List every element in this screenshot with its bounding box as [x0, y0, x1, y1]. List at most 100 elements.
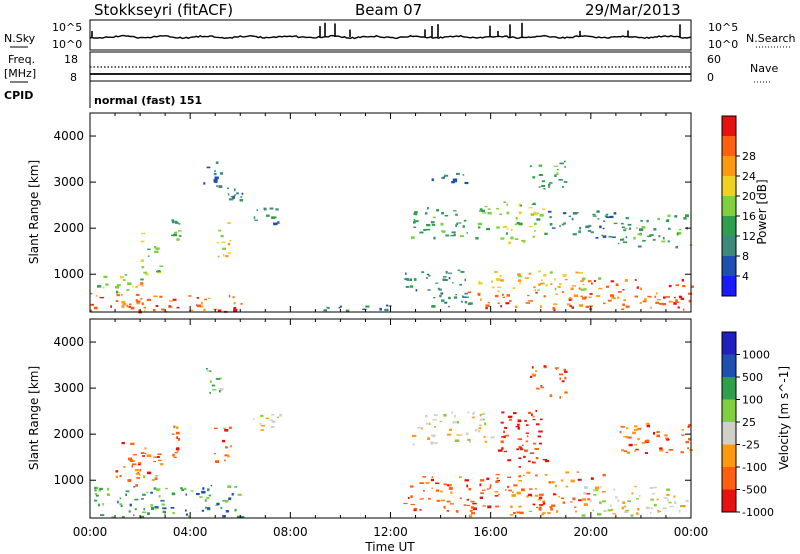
- heatmap-cell: [448, 296, 451, 300]
- colorbar-tick-label: 12: [742, 230, 756, 243]
- heatmap-cell: [410, 503, 415, 506]
- heatmap-cell: [445, 234, 450, 237]
- heatmap-cell: [174, 452, 178, 454]
- heatmap-cell: [539, 164, 542, 166]
- heatmap-cell: [271, 414, 275, 416]
- heatmap-cell: [484, 422, 487, 426]
- heatmap-cell: [538, 186, 541, 188]
- heatmap-cell: [220, 506, 223, 509]
- heatmap-cell: [110, 305, 112, 308]
- heatmap-cell: [505, 434, 509, 437]
- heatmap-cell: [173, 456, 177, 459]
- heatmap-cell: [154, 250, 159, 253]
- heatmap-cell: [388, 305, 392, 307]
- heatmap-cell: [449, 503, 454, 505]
- heatmap-cell: [539, 442, 542, 445]
- heatmap-cell: [531, 366, 534, 369]
- heatmap-cell: [682, 285, 686, 288]
- heatmap-cell: [585, 225, 590, 229]
- heatmap-cell: [468, 487, 472, 491]
- heatmap-cell: [548, 186, 550, 188]
- heatmap-cell: [414, 211, 418, 214]
- heatmap-cell: [234, 188, 236, 192]
- heatmap-cell: [464, 301, 468, 304]
- heatmap-cell: [135, 286, 138, 288]
- heatmap-cell: [421, 271, 425, 273]
- heatmap-cell: [155, 305, 159, 307]
- heatmap-cell: [222, 247, 226, 250]
- heatmap-cell: [152, 309, 156, 312]
- heatmap-cell: [549, 506, 553, 509]
- heatmap-cell: [621, 226, 625, 229]
- heatmap-cell: [536, 423, 540, 426]
- heatmap-cell: [690, 285, 694, 288]
- heatmap-cell: [566, 303, 571, 306]
- heatmap-cell: [155, 247, 160, 250]
- heatmap-cell: [209, 391, 211, 394]
- heatmap-cell: [598, 287, 603, 290]
- heatmap-cell: [545, 284, 548, 287]
- colorbar-segment: [722, 116, 736, 136]
- heatmap-cell: [482, 505, 486, 507]
- heatmap-cell: [537, 435, 541, 438]
- heatmap-cell: [227, 243, 231, 246]
- heatmap-cell: [216, 242, 220, 244]
- heatmap-cell: [549, 223, 553, 226]
- heatmap-cell: [666, 219, 670, 222]
- heatmap-cell: [516, 423, 520, 426]
- heatmap-cell: [673, 495, 676, 498]
- heatmap-cell: [582, 284, 585, 286]
- heatmap-cell: [680, 505, 683, 508]
- heatmap-cell: [538, 430, 543, 433]
- heatmap-cell: [515, 216, 518, 220]
- heatmap-cell: [666, 494, 670, 496]
- colorbar-frame: [721, 115, 737, 297]
- heatmap-cell: [584, 486, 589, 489]
- heatmap-cell: [517, 273, 521, 276]
- heatmap-cell: [647, 235, 652, 237]
- heatmap-cell: [518, 457, 522, 460]
- heatmap-cell: [208, 297, 211, 299]
- heatmap-cell: [688, 292, 693, 295]
- heatmap-cell: [681, 429, 684, 431]
- heatmap-cell: [556, 172, 559, 176]
- heatmap-cell: [512, 287, 516, 289]
- nsky-tick-top: 10^5: [52, 21, 82, 34]
- heatmap-cell: [516, 511, 520, 514]
- heatmap-cell: [610, 280, 615, 283]
- heatmap-cell: [580, 280, 584, 282]
- heatmap-cell: [178, 223, 181, 225]
- heatmap-cell: [489, 484, 492, 487]
- heatmap-cell: [135, 293, 140, 296]
- heatmap-cell: [621, 506, 624, 510]
- heatmap-cell: [542, 459, 548, 461]
- heatmap-cell: [158, 495, 161, 498]
- heatmap-cell: [205, 368, 208, 370]
- heatmap-cell: [528, 272, 532, 275]
- heatmap-cell: [426, 422, 429, 425]
- heatmap-cell: [537, 289, 540, 291]
- nave-label: Nave: [750, 62, 778, 75]
- heatmap-cell: [646, 219, 649, 223]
- heatmap-cell: [540, 386, 545, 389]
- heatmap-cell: [188, 309, 194, 312]
- heatmap-cell: [479, 414, 482, 417]
- heatmap-cell: [206, 166, 211, 169]
- heatmap-cell: [222, 254, 225, 257]
- heatmap-cell: [543, 365, 547, 367]
- heatmap-cell: [668, 300, 673, 303]
- heatmap-cell: [667, 214, 671, 218]
- heatmap-cell: [491, 286, 495, 289]
- colorbar-segment: [722, 489, 736, 512]
- heatmap-cell: [236, 515, 242, 519]
- heatmap-cell: [463, 219, 467, 222]
- heatmap-cell: [171, 492, 176, 496]
- heatmap-cell: [173, 425, 176, 428]
- heatmap-cell: [617, 296, 620, 299]
- heatmap-cell: [506, 203, 509, 206]
- heatmap-cell: [127, 479, 132, 482]
- heatmap-cell: [539, 418, 543, 421]
- heatmap-cell: [499, 274, 502, 278]
- heatmap-cell: [206, 370, 210, 372]
- heatmap-cell: [178, 230, 182, 232]
